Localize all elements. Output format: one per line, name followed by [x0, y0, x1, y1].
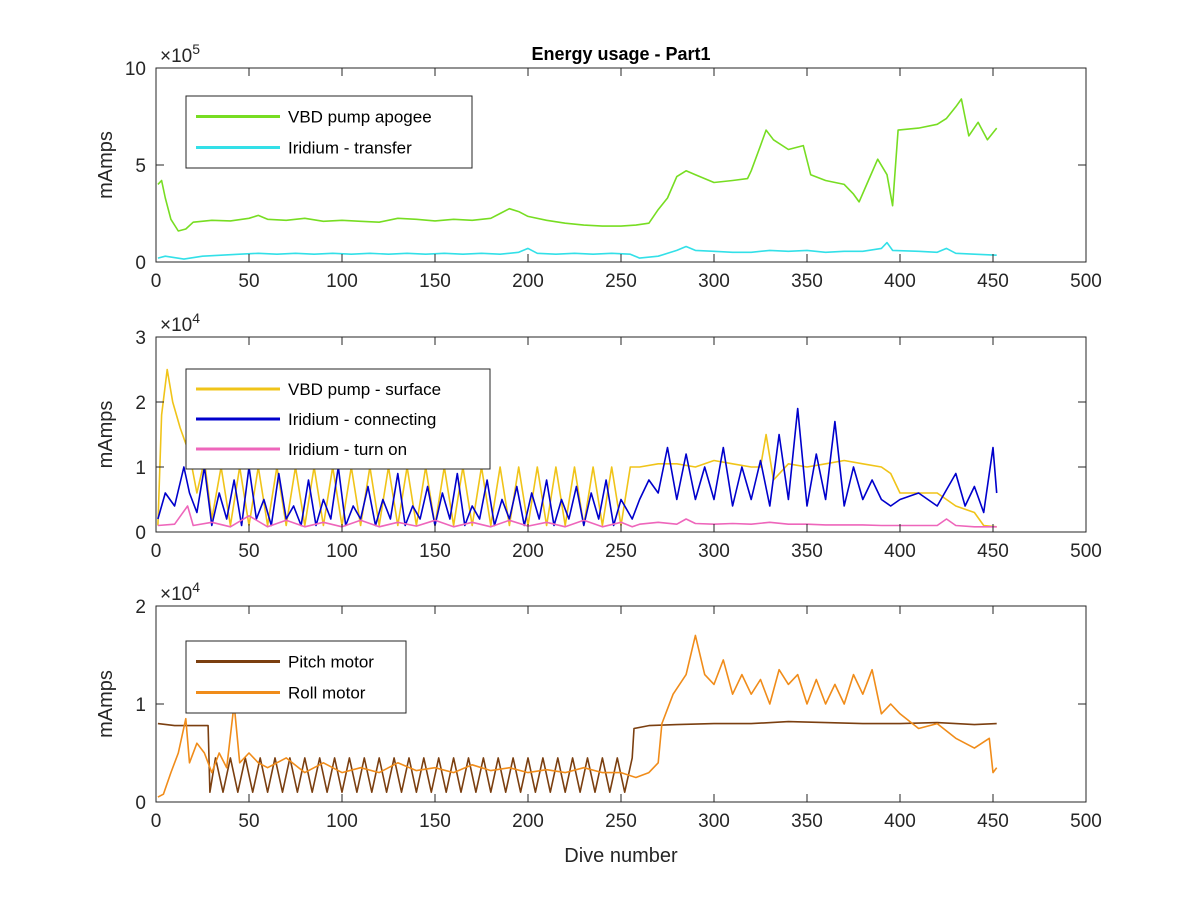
- legend-entry-label: Pitch motor: [288, 653, 374, 672]
- x-tick-label: 500: [1070, 541, 1102, 562]
- x-tick-label: 500: [1070, 811, 1102, 832]
- y-tick-label: 0: [135, 523, 146, 544]
- x-tick-label: 100: [326, 811, 358, 832]
- x-tick-label: 250: [605, 271, 637, 292]
- y-tick-label: 2: [135, 393, 146, 414]
- x-tick-label: 200: [512, 811, 544, 832]
- series-line-2-1: [157, 634, 998, 798]
- x-tick-label: 50: [238, 811, 259, 832]
- legend-entry-label: Iridium - transfer: [288, 139, 412, 158]
- series-line-1-1: [157, 407, 998, 527]
- x-tick-label: 100: [326, 541, 358, 562]
- y-exponent-power: 5: [192, 41, 200, 57]
- subplot-pitch-roll-motor: 0 50 100 150 200 250 300 350 400 450 500012×104mAm…: [95, 579, 1102, 867]
- legend-box: [185, 95, 473, 169]
- x-tick-label: 500: [1070, 271, 1102, 292]
- x-tick-label: 200: [512, 271, 544, 292]
- y-tick-label: 3: [135, 328, 146, 349]
- series-line-2-0: [157, 720, 997, 793]
- x-tick-label: 450: [977, 271, 1009, 292]
- y-tick-label: 0: [135, 253, 146, 274]
- x-tick-label: 100: [326, 271, 358, 292]
- x-tick-label: 250: [605, 811, 637, 832]
- x-tick-label: 350: [791, 811, 823, 832]
- legend-entry-label: Roll motor: [288, 684, 366, 703]
- x-tick-label: 450: [977, 811, 1009, 832]
- x-tick-label: 50: [238, 271, 259, 292]
- x-tick-label: 400: [884, 271, 916, 292]
- y-axis-label: mAmps: [95, 131, 117, 199]
- x-tick-label: 150: [419, 271, 451, 292]
- x-tick-label: 300: [698, 811, 730, 832]
- legend-box: [185, 640, 407, 714]
- legend-entry-label: VBD pump apogee: [288, 108, 432, 127]
- x-tick-label: 250: [605, 541, 637, 562]
- legend-entry-label: Iridium - connecting: [288, 410, 436, 429]
- x-tick-label: 350: [791, 271, 823, 292]
- subplot-vbd-apogee-iridium-transfer: 0 50 100 150 200 250 300 350 400 450 5000510×105mA…: [95, 41, 1102, 292]
- legend: VBD pump apogee Iridium - transfer: [185, 95, 473, 169]
- legend-entry-label: Iridium - turn on: [288, 440, 407, 459]
- y-tick-label: 1: [135, 695, 146, 716]
- series-line-0-1: [157, 241, 997, 260]
- y-tick-label: 1: [135, 458, 146, 479]
- y-tick-label: 5: [135, 156, 146, 177]
- x-tick-label: 400: [884, 541, 916, 562]
- x-tick-label: 400: [884, 811, 916, 832]
- x-tick-label: 0: [151, 541, 162, 562]
- x-tick-label: 200: [512, 541, 544, 562]
- x-tick-label: 150: [419, 811, 451, 832]
- x-tick-label: 350: [791, 541, 823, 562]
- x-tick-label: 50: [238, 541, 259, 562]
- legend: VBD pump - surface Iridium - connecting Ir…: [185, 368, 491, 470]
- chart-title: Energy usage - Part1: [531, 44, 710, 64]
- y-axis-label: mAmps: [95, 670, 117, 738]
- x-tick-label: 150: [419, 541, 451, 562]
- subplot-vbd-surface-iridium: 0 50 100 150 200 250 300 350 400 450 5000123×104mA…: [95, 310, 1102, 562]
- x-axis-label: Dive number: [564, 845, 678, 867]
- x-tick-label: 300: [698, 541, 730, 562]
- legend-entry-label: VBD pump - surface: [288, 380, 441, 399]
- y-tick-label: 2: [135, 597, 146, 618]
- x-tick-label: 0: [151, 811, 162, 832]
- series-line-1-2: [157, 505, 997, 528]
- x-tick-label: 0: [151, 271, 162, 292]
- legend: Pitch motor Roll motor: [185, 640, 407, 714]
- y-axis-label: mAmps: [95, 401, 117, 469]
- x-tick-label: 450: [977, 541, 1009, 562]
- y-exponent-power: 4: [192, 579, 200, 595]
- y-tick-label: 0: [135, 793, 146, 814]
- series-line-0-0: [157, 98, 998, 232]
- y-tick-label: 10: [125, 59, 146, 80]
- x-tick-label: 300: [698, 271, 730, 292]
- y-exponent-power: 4: [192, 310, 200, 326]
